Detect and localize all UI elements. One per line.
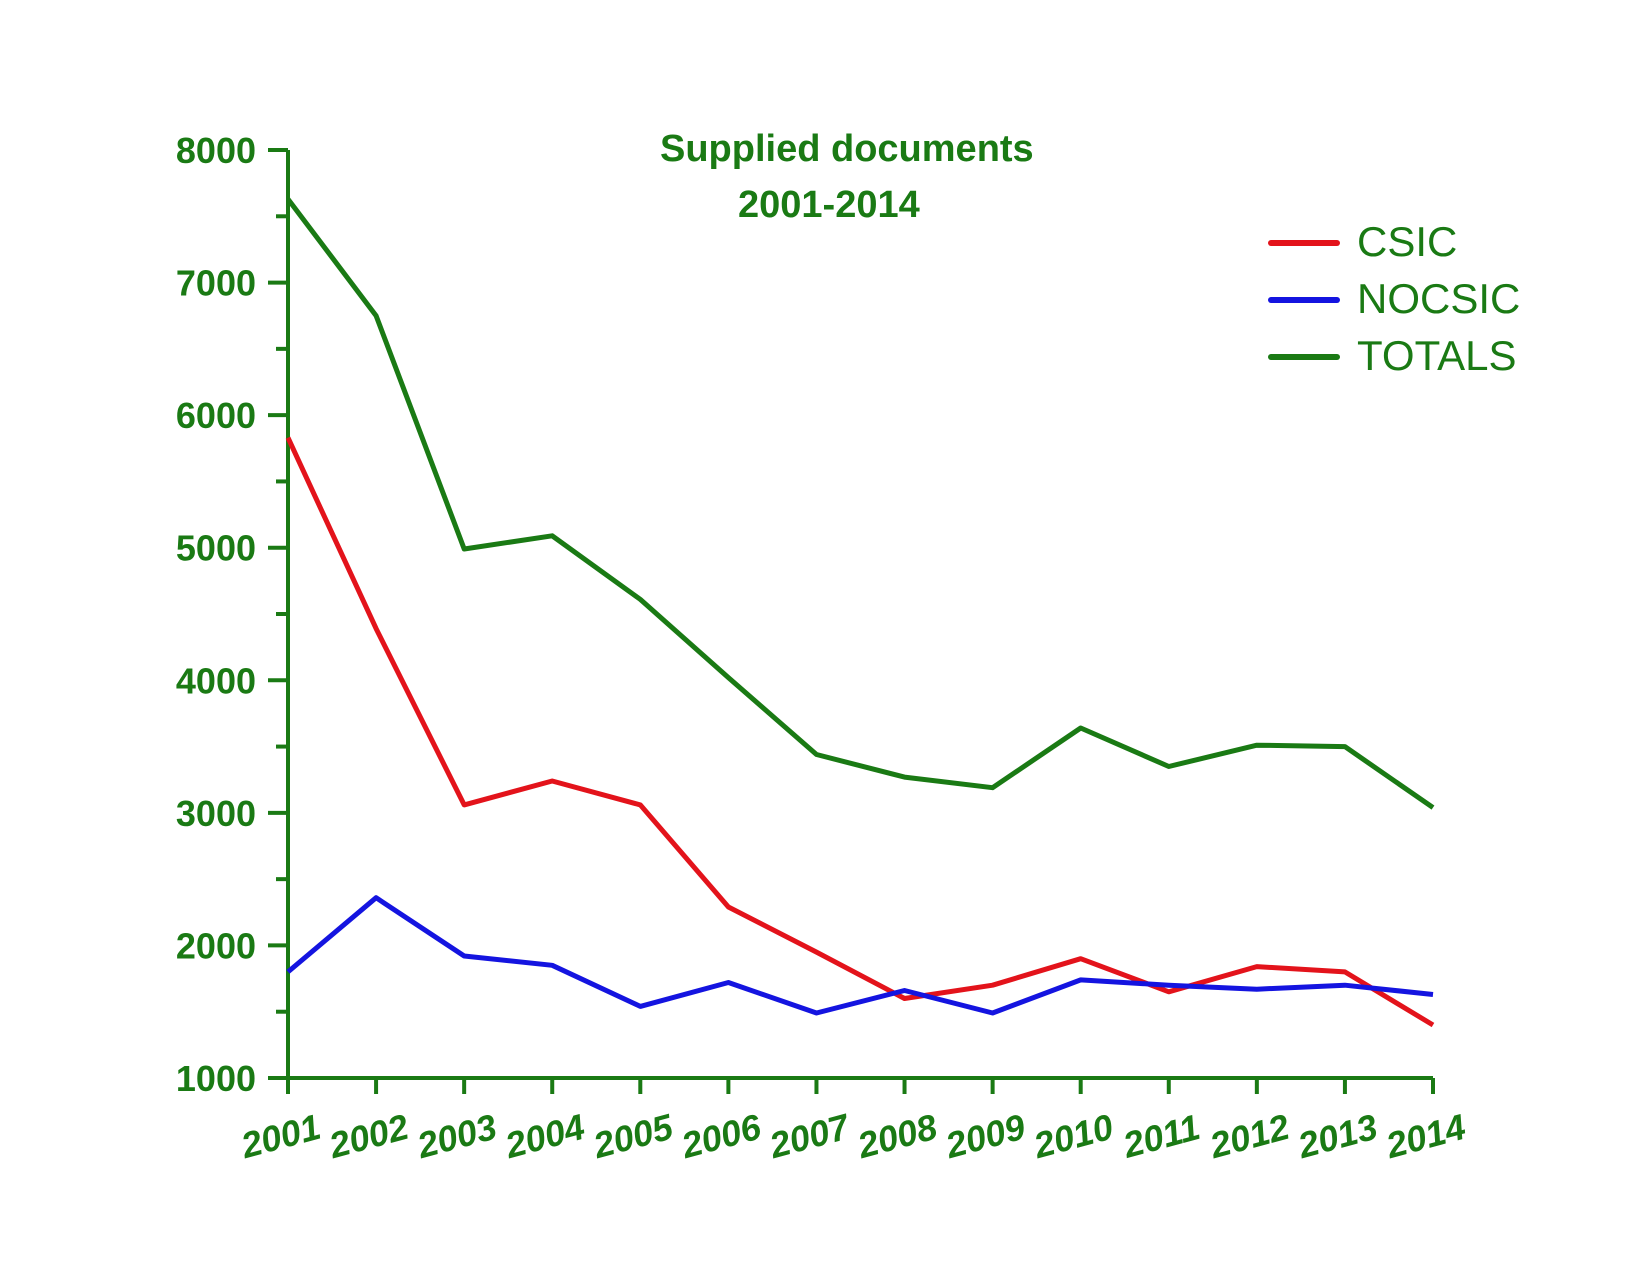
- y-tick-label: 2000: [176, 925, 256, 966]
- legend-swatch-totals: [1268, 354, 1340, 360]
- legend-label-csic: CSIC: [1357, 218, 1458, 265]
- x-tick-label: 2008: [852, 1106, 941, 1167]
- legend-label-totals: TOTALS: [1357, 332, 1517, 379]
- x-tick-label: 2004: [500, 1106, 589, 1167]
- y-tick-label: 1000: [176, 1058, 256, 1099]
- legend-swatch-csic: [1268, 240, 1340, 246]
- series-line-totals: [286, 197, 1435, 810]
- x-tick-label: 2009: [940, 1106, 1029, 1167]
- y-tick-label: 7000: [176, 263, 256, 304]
- legend-label-nocsic: NOCSIC: [1357, 275, 1521, 322]
- x-tick-label: 2014: [1381, 1106, 1470, 1167]
- x-tick-label: 2010: [1029, 1106, 1118, 1167]
- x-tick-label: 2003: [412, 1106, 501, 1167]
- x-tick-label: 2013: [1293, 1106, 1382, 1167]
- legend-swatch-nocsic: [1268, 297, 1340, 303]
- x-tick-label: 2006: [676, 1106, 766, 1167]
- x-tick-label: 2001: [236, 1106, 325, 1167]
- y-tick-label: 5000: [176, 528, 256, 569]
- x-tick-label: 2005: [588, 1106, 678, 1167]
- y-tick-label: 4000: [176, 660, 256, 701]
- chart-title: Supplied documents: [660, 128, 1034, 170]
- series-layer: [285, 197, 1435, 1028]
- series-line-csic: [285, 436, 1435, 1028]
- series-line-nocsic: [286, 895, 1434, 1016]
- chart-subtitle: 2001-2014: [738, 184, 920, 226]
- y-tick-label: 6000: [176, 395, 256, 436]
- x-tick-label: 2012: [1205, 1106, 1294, 1167]
- x-tick-label: 2011: [1118, 1106, 1204, 1166]
- y-tick-label: 8000: [176, 130, 256, 171]
- x-tick-label: 2007: [764, 1105, 855, 1166]
- y-tick-label: 3000: [176, 793, 256, 834]
- x-tick-label: 2002: [324, 1106, 413, 1167]
